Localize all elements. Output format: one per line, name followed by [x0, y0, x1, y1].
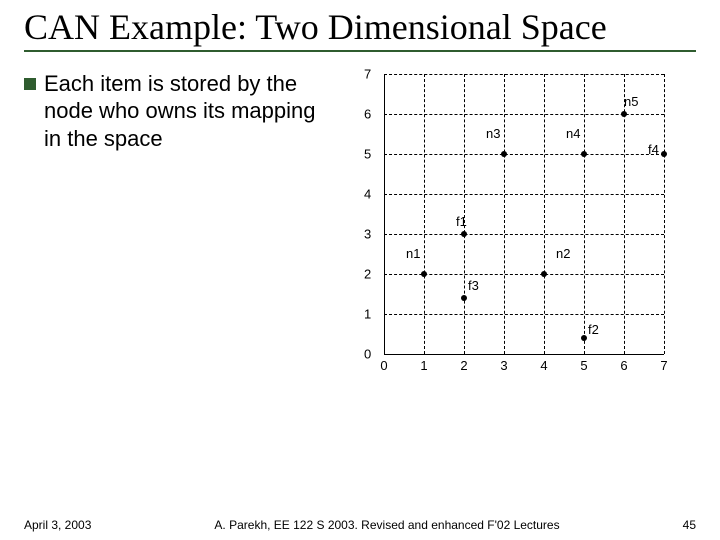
chart-label-f1: f1 [456, 214, 467, 229]
chart-label-n5: n5 [624, 94, 638, 109]
y-tick-label: 3 [364, 226, 371, 241]
gridline-horizontal [384, 74, 664, 75]
x-tick-label: 0 [380, 358, 387, 373]
gridline-vertical [424, 74, 425, 354]
x-tick-label: 5 [580, 358, 587, 373]
chart-point-n1 [421, 271, 427, 277]
chart-point-f4 [661, 151, 667, 157]
scatter-chart: 0123456701234567n1n2n3n4n5f1f2f3f4 [360, 70, 696, 400]
y-tick-label: 5 [364, 146, 371, 161]
bullet-column: Each item is stored by the node who owns… [24, 70, 330, 400]
y-tick-label: 1 [364, 306, 371, 321]
chart-label-f3: f3 [468, 278, 479, 293]
gridline-vertical [664, 74, 665, 354]
chart-label-n4: n4 [566, 126, 580, 141]
x-tick-label: 1 [420, 358, 427, 373]
chart-point-f1 [461, 231, 467, 237]
slide: CAN Example: Two Dimensional Space Each … [0, 0, 720, 540]
y-tick-label: 6 [364, 106, 371, 121]
chart-label-n3: n3 [486, 126, 500, 141]
x-tick-label: 4 [540, 358, 547, 373]
y-tick-label: 0 [364, 346, 371, 361]
y-tick-label: 7 [364, 66, 371, 81]
chart-point-n5 [621, 111, 627, 117]
chart-point-n4 [581, 151, 587, 157]
chart-column: 0123456701234567n1n2n3n4n5f1f2f3f4 [350, 70, 696, 400]
x-tick-label: 7 [660, 358, 667, 373]
chart-point-n3 [501, 151, 507, 157]
footer-date: April 3, 2003 [24, 518, 91, 532]
bullet-item: Each item is stored by the node who owns… [24, 70, 330, 153]
chart-point-f3 [461, 295, 467, 301]
chart-label-f4: f4 [648, 142, 659, 157]
gridline-vertical [504, 74, 505, 354]
chart-point-n2 [541, 271, 547, 277]
footer-attribution: A. Parekh, EE 122 S 2003. Revised and en… [91, 518, 682, 532]
gridline-vertical [384, 74, 385, 354]
chart-label-n1: n1 [406, 246, 420, 261]
x-tick-label: 2 [460, 358, 467, 373]
gridline-horizontal [384, 234, 664, 235]
footer: April 3, 2003 A. Parekh, EE 122 S 2003. … [0, 518, 720, 532]
x-tick-label: 6 [620, 358, 627, 373]
x-tick-label: 3 [500, 358, 507, 373]
chart-point-f2 [581, 335, 587, 341]
y-tick-label: 2 [364, 266, 371, 281]
gridline-vertical [584, 74, 585, 354]
y-tick-label: 4 [364, 186, 371, 201]
gridline-vertical [544, 74, 545, 354]
gridline-horizontal [384, 354, 664, 355]
gridline-horizontal [384, 314, 664, 315]
chart-label-n2: n2 [556, 246, 570, 261]
square-bullet-icon [24, 78, 36, 90]
gridline-horizontal [384, 194, 664, 195]
chart-label-f2: f2 [588, 322, 599, 337]
page-title: CAN Example: Two Dimensional Space [24, 8, 696, 52]
footer-page-number: 45 [683, 518, 696, 532]
body-row: Each item is stored by the node who owns… [24, 70, 696, 400]
bullet-text: Each item is stored by the node who owns… [44, 70, 330, 153]
gridline-horizontal [384, 154, 664, 155]
